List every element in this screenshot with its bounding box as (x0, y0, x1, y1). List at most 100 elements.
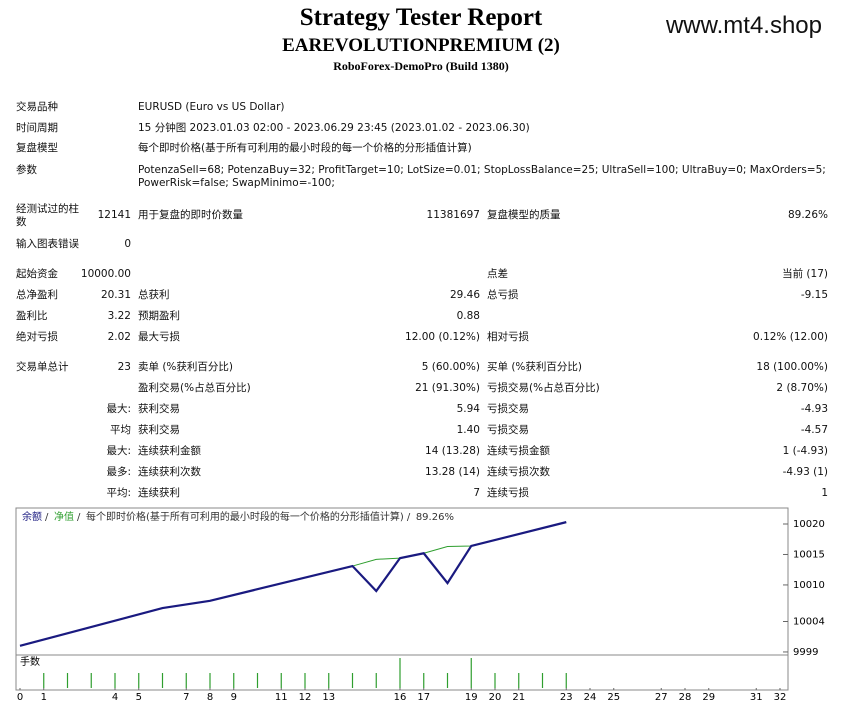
x-tick-label: 4 (112, 692, 118, 703)
stat-value: 12.00 (0.12%) (405, 331, 480, 343)
series-line (19, 521, 567, 647)
stat-label: 连续亏损次数 (487, 466, 550, 478)
info-value: 15 分钟图 2023.01.03 02:00 - 2023.06.29 23:… (138, 122, 530, 134)
legend-text: 净值 (54, 510, 74, 523)
x-tick-label: 20 (489, 692, 502, 703)
x-tick-label: 17 (417, 692, 430, 703)
x-tick-label: 31 (750, 692, 763, 703)
stat-label: 点差 (487, 268, 508, 280)
stat-label: 亏损交易(%占总百分比) (487, 382, 600, 394)
info-label: 复盘模型 (16, 142, 58, 154)
x-tick-label: 8 (207, 692, 213, 703)
stat-label: 绝对亏损 (16, 331, 58, 343)
stat-label: 连续获利金额 (138, 445, 201, 457)
stat-label: 亏损交易 (487, 424, 529, 436)
y-tick-label: 10020 (793, 519, 825, 530)
stat-value: 最大: (106, 445, 131, 457)
x-tick-label: 27 (655, 692, 668, 703)
stat-value: -9.15 (800, 289, 828, 301)
stat-value: 14 (13.28) (425, 445, 480, 457)
stat-value: 11381697 (426, 209, 480, 221)
stat-value: 1.40 (456, 424, 480, 436)
stat-label: 连续获利 (138, 487, 180, 499)
info-value: EURUSD (Euro vs US Dollar) (138, 101, 285, 113)
y-tick-label: 10015 (793, 549, 825, 560)
stat-label: 最大亏损 (138, 331, 180, 343)
stat-value: -4.57 (800, 424, 828, 436)
volume-label: 手数 (20, 655, 40, 668)
x-tick-label: 25 (607, 692, 620, 703)
stat-value: 0.88 (456, 310, 480, 322)
info-label: 时间周期 (16, 122, 58, 134)
stat-label: 总净盈利 (16, 289, 58, 301)
stat-value: 23 (117, 361, 131, 373)
x-tick-label: 7 (183, 692, 189, 703)
stat-label: 连续亏损金额 (487, 445, 550, 457)
stat-label: 连续亏损 (487, 487, 529, 499)
stat-value: 13.28 (14) (425, 466, 480, 478)
stat-label: 相对亏损 (487, 331, 529, 343)
stat-label: 连续获利次数 (138, 466, 201, 478)
stat-value: 0 (124, 238, 131, 250)
legend-separator: / (45, 512, 49, 523)
stat-label: 盈利比 (16, 310, 48, 322)
stat-value: 21 (91.30%) (415, 382, 480, 394)
stat-label: 买单 (%获利百分比) (487, 361, 583, 373)
stat-label: 起始资金 (16, 268, 58, 280)
stat-value: 5.94 (456, 403, 480, 415)
stat-value: 2.02 (107, 331, 131, 343)
x-tick-label: 9 (231, 692, 237, 703)
stat-value: -4.93 (1) (782, 466, 828, 478)
x-tick-label: 12 (299, 692, 312, 703)
y-tick-label: 9999 (793, 647, 818, 658)
stat-value: 2 (8.70%) (776, 382, 828, 394)
x-tick-label: 19 (465, 692, 478, 703)
info-label: 参数 (16, 164, 37, 176)
x-tick-label: 5 (136, 692, 142, 703)
stat-value: 3.22 (107, 310, 131, 322)
stat-value: 最多: (106, 466, 131, 478)
stat-label: 总亏损 (487, 289, 519, 301)
report-build: RoboForex-DemoPro (Build 1380) (333, 59, 509, 73)
watermark: www.mt4.shop (665, 12, 822, 39)
stat-label: 输入图表错误 (16, 238, 79, 250)
legend-separator: / (77, 512, 81, 523)
chart-frame (15, 507, 789, 691)
stat-value: 0.12% (12.00) (753, 331, 828, 343)
stat-value: 7 (473, 487, 480, 499)
x-tick-label: 23 (560, 692, 573, 703)
stat-value: 平均: (106, 487, 131, 499)
stat-value: 12141 (97, 209, 131, 221)
x-tick-label: 0 (17, 692, 23, 703)
stat-label: 亏损交易 (487, 403, 529, 415)
stat-value: 18 (100.00%) (756, 361, 828, 373)
stat-value: 20.31 (100, 289, 131, 301)
x-tick-label: 11 (275, 692, 288, 703)
stat-label: 经测试过的柱数 (16, 203, 79, 228)
stat-value: 1 (821, 487, 828, 499)
stat-value: 当前 (17) (782, 268, 828, 280)
legend-separator: / (407, 512, 411, 523)
legend-text: 89.26% (416, 512, 454, 523)
series-line (19, 521, 567, 647)
y-tick-label: 10004 (793, 616, 825, 627)
stat-label: 获利交易 (138, 424, 180, 436)
stat-value: 平均 (110, 424, 131, 436)
stat-label: 用于复盘的即时价数量 (138, 209, 243, 221)
x-tick-label: 32 (774, 692, 787, 703)
stat-value: 最大: (106, 403, 131, 415)
x-tick-label: 21 (512, 692, 525, 703)
stat-label: 卖单 (%获利百分比) (138, 361, 234, 373)
stat-value: 10000.00 (80, 268, 131, 280)
x-tick-label: 13 (322, 692, 335, 703)
stat-label: 交易单总计 (16, 361, 69, 373)
stat-value: 1 (-4.93) (782, 445, 828, 457)
stat-label: 预期盈利 (138, 310, 180, 322)
x-tick-label: 24 (584, 692, 597, 703)
info-value: 每个即时价格(基于所有可利用的最小时段的每一个价格的分形插值计算) (138, 142, 472, 154)
stat-value: 29.46 (449, 289, 480, 301)
stat-value: 5 (60.00%) (421, 361, 480, 373)
report-subtitle: EAREVOLUTIONPREMIUM (2) (282, 35, 560, 56)
legend-text: 余额 (22, 510, 42, 523)
